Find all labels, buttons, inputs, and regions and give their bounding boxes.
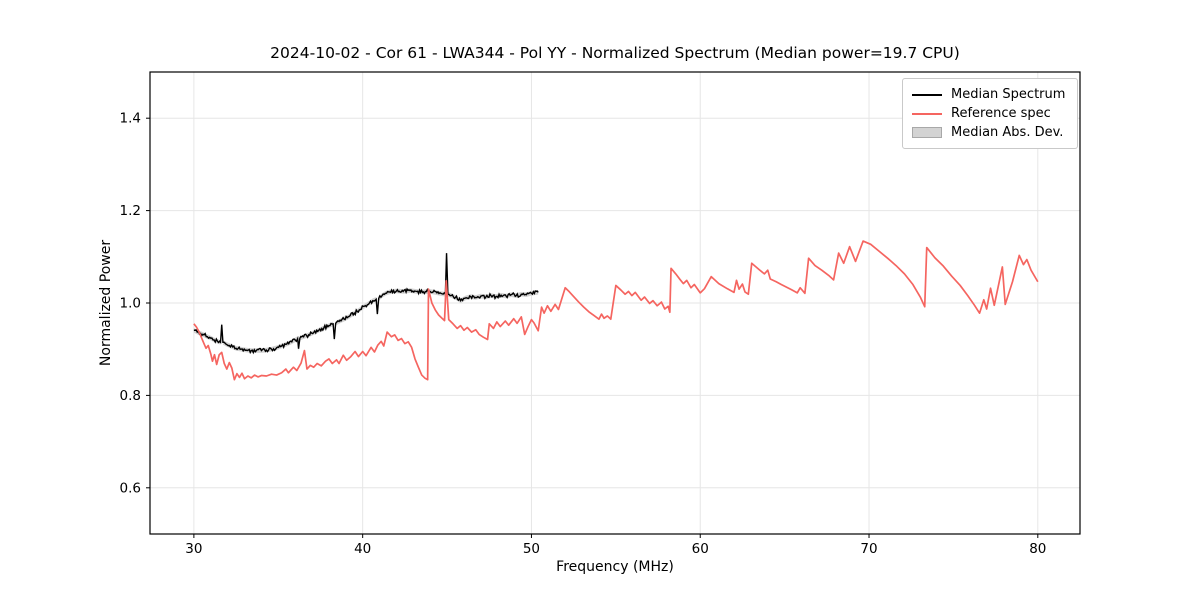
legend-item-median-abs-dev: Median Abs. Dev.: [912, 123, 1068, 142]
reference-spec-curve: [193, 240, 1039, 381]
reference-spec-line-sample: [912, 112, 942, 115]
x-tick-label: 60: [692, 541, 709, 557]
y-tick-label: 0.6: [120, 480, 141, 496]
legend-item-reference-spec: Reference spec: [912, 104, 1068, 123]
x-tick-label: 40: [354, 541, 371, 557]
median-spectrum-curve: [193, 253, 539, 355]
legend: Median Spectrum Reference spec Median Ab…: [902, 78, 1078, 149]
x-tick-label: 80: [1029, 541, 1046, 557]
y-axis-label: Normalized Power: [98, 239, 114, 367]
median-spectrum-line-sample: [912, 93, 942, 96]
x-tick-label: 70: [860, 541, 877, 557]
median-abs-dev-band: [193, 250, 539, 353]
x-tick-label: 30: [185, 541, 202, 557]
x-tick-label: 50: [523, 541, 540, 557]
tick-marks: [146, 117, 1039, 538]
y-tick-label: 1.0: [120, 296, 141, 312]
legend-label: Reference spec: [951, 106, 1051, 121]
legend-label: Median Spectrum: [951, 87, 1066, 102]
x-axis-label: Frequency (MHz): [556, 559, 674, 575]
median-abs-dev-patch-sample: [912, 127, 942, 138]
legend-item-median-spectrum: Median Spectrum: [912, 85, 1068, 104]
chart-title: 2024-10-02 - Cor 61 - LWA344 - Pol YY - …: [270, 44, 960, 62]
legend-label: Median Abs. Dev.: [951, 125, 1064, 140]
y-tick-label: 1.2: [120, 203, 141, 219]
y-tick-label: 0.8: [120, 388, 141, 404]
tick-labels: 30 40 50 60 70 80 0.6 0.8 1.0 1.2 1.4: [120, 111, 1047, 557]
y-tick-label: 1.4: [120, 111, 141, 127]
